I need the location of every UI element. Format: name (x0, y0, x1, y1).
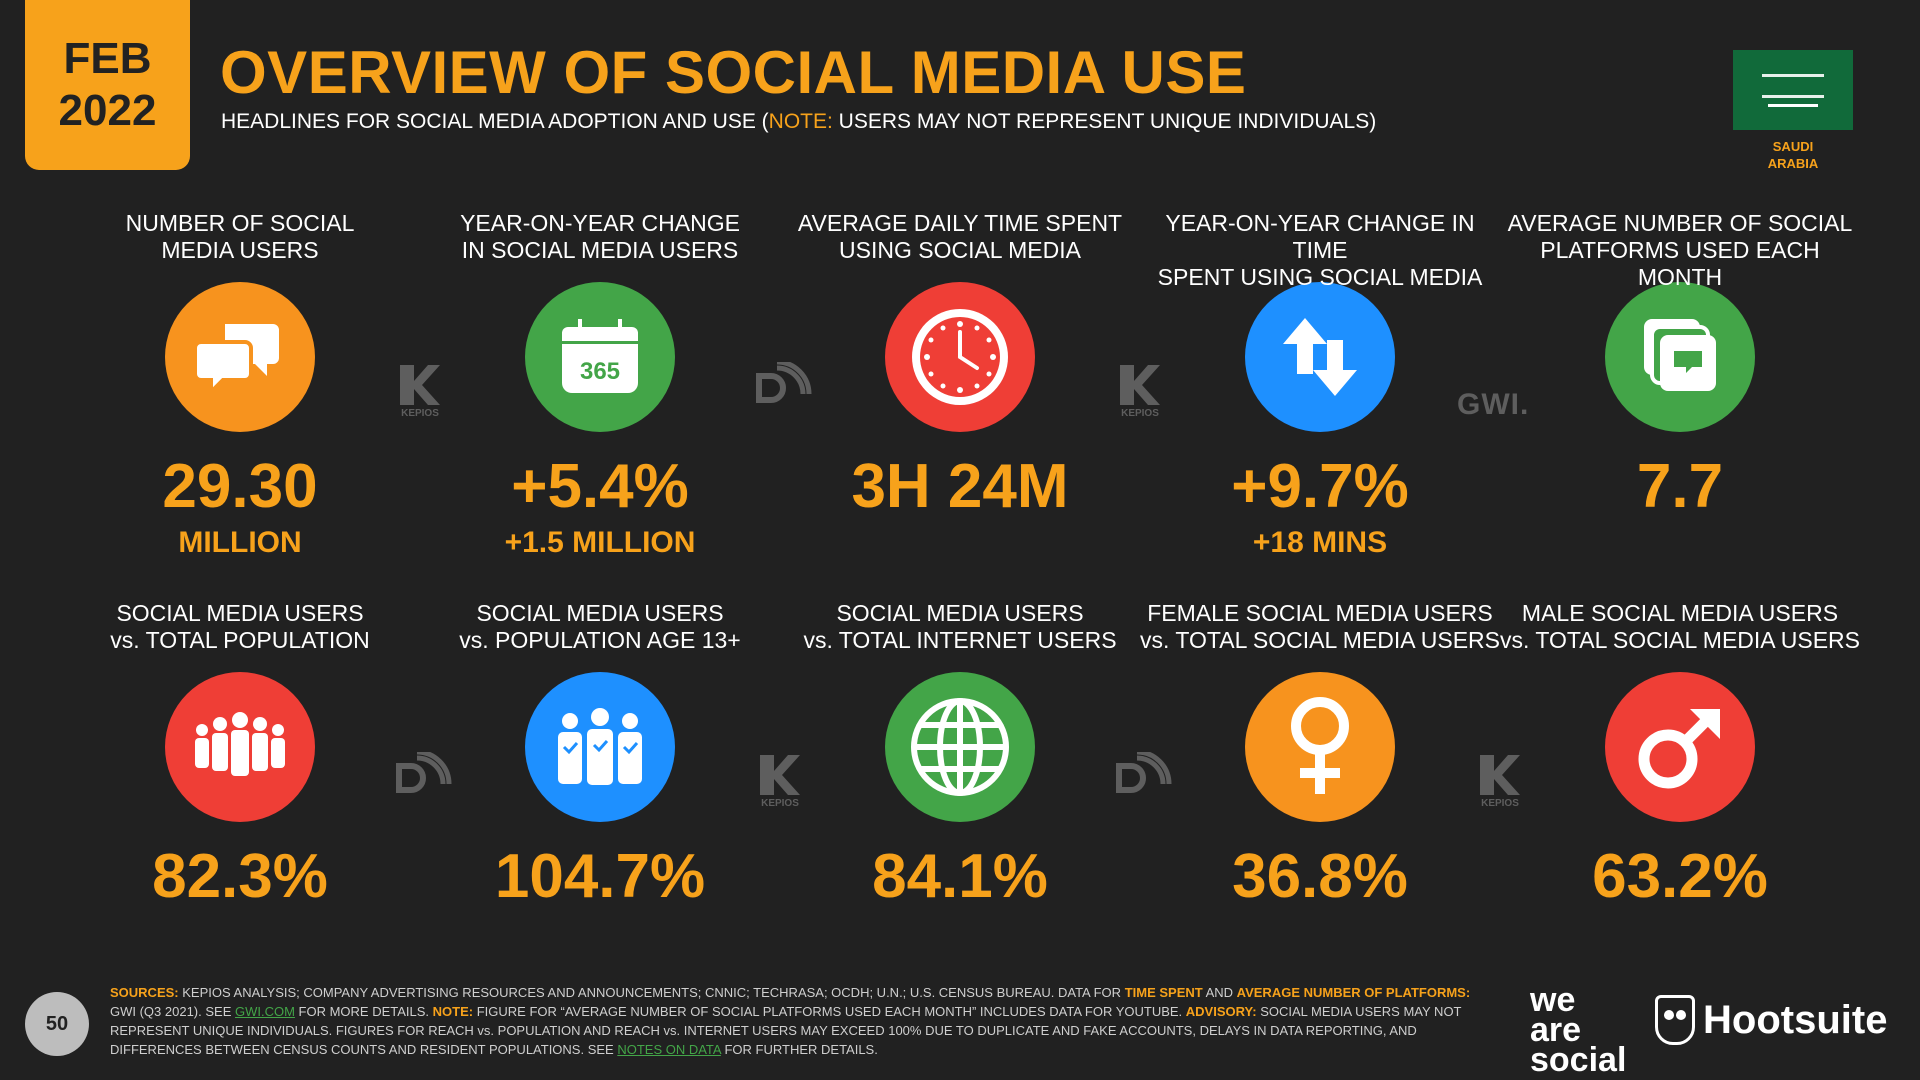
stat-label: SOCIAL MEDIA USERS vs. TOTAL POPULATION (110, 600, 370, 653)
stat-vs-population: SOCIAL MEDIA USERS vs. TOTAL POPULATION 8… (60, 600, 420, 910)
stat-vs-population-13: SOCIAL MEDIA USERS vs. POPULATION AGE 13+… (420, 600, 780, 910)
stat-value: 7.7 (1636, 452, 1724, 521)
gwi-logo: GWI. (1457, 388, 1530, 421)
owl-icon (1655, 995, 1695, 1045)
stat-label: YEAR-ON-YEAR CHANGE IN SOCIAL MEDIA USERS (460, 210, 740, 263)
stat-yoy-users: YEAR-ON-YEAR CHANGE IN SOCIAL MEDIA USERS… (420, 210, 780, 560)
stat-subvalue: +18 MINS (1252, 526, 1388, 559)
notes-on-data-link[interactable]: NOTES ON DATA (617, 1042, 721, 1057)
stat-label: SOCIAL MEDIA USERS vs. POPULATION AGE 13+ (459, 600, 741, 653)
stat-female-users: FEMALE SOCIAL MEDIA USERS vs. TOTAL SOCIA… (1140, 600, 1500, 910)
stat-label: YEAR-ON-YEAR CHANGE IN TIME SPENT USING S… (1157, 210, 1483, 290)
stat-subvalue: MILLION (178, 526, 302, 559)
datareportal-logo-icon (395, 752, 455, 802)
kepios-logo-icon: KEPIOS (395, 365, 445, 419)
stat-value: +5.4% (511, 452, 689, 521)
stat-label: AVERAGE NUMBER OF SOCIAL PLATFORMS USED E… (1507, 210, 1853, 290)
stat-label: AVERAGE DAILY TIME SPENT USING SOCIAL MED… (797, 210, 1123, 263)
kepios-logo-icon: KEPIOS (1115, 365, 1165, 419)
speech-bubbles-icon (165, 282, 315, 432)
stat-value: 63.2% (1592, 842, 1768, 911)
datareportal-logo-icon (1115, 752, 1175, 802)
stat-label: NUMBER OF SOCIAL MEDIA USERS (125, 210, 355, 263)
stat-label: FEMALE SOCIAL MEDIA USERS vs. TOTAL SOCIA… (1140, 600, 1501, 653)
date-year: 2022 (58, 86, 157, 135)
page-subtitle: HEADLINES FOR SOCIAL MEDIA ADOPTION AND … (221, 110, 1377, 133)
stat-value: 84.1% (872, 842, 1048, 911)
kepios-logo-icon: KEPIOS (1475, 755, 1525, 809)
calendar-365-icon: 365 (525, 282, 675, 432)
kepios-logo-icon: KEPIOS (755, 755, 805, 809)
female-symbol-icon (1245, 672, 1395, 822)
svg-text:365: 365 (580, 358, 620, 385)
page-number: 50 (25, 992, 89, 1056)
hootsuite-logo: Hootsuite (1655, 995, 1887, 1045)
stat-avg-platforms: AVERAGE NUMBER OF SOCIAL PLATFORMS USED E… (1500, 210, 1860, 520)
stat-value: 29.30 (162, 452, 318, 521)
stat-label: MALE SOCIAL MEDIA USERS vs. TOTAL SOCIAL … (1500, 600, 1861, 653)
gwi-link[interactable]: GWI.COM (235, 1004, 295, 1019)
globe-icon (885, 672, 1035, 822)
stat-value: 82.3% (152, 842, 328, 911)
stat-social-media-users: NUMBER OF SOCIAL MEDIA USERS 29.30 MILLIO… (60, 210, 420, 560)
stat-label: SOCIAL MEDIA USERS vs. TOTAL INTERNET USE… (803, 600, 1117, 653)
male-symbol-icon (1605, 672, 1755, 822)
up-down-arrows-icon (1245, 282, 1395, 432)
stat-subvalue: +1.5 MILLION (504, 526, 696, 559)
stacked-chat-icon (1605, 282, 1755, 432)
datareportal-logo-icon (755, 362, 815, 412)
we-are-social-logo: we are social (1530, 981, 1627, 1079)
stat-male-users: MALE SOCIAL MEDIA USERS vs. TOTAL SOCIAL … (1500, 600, 1860, 910)
crowd-icon (165, 672, 315, 822)
date-badge: FEB 2022 (25, 0, 190, 170)
clock-icon (885, 282, 1035, 432)
date-month: FEB (63, 34, 152, 83)
stat-value: +9.7% (1231, 452, 1409, 521)
page-title: OVERVIEW OF SOCIAL MEDIA USE (220, 39, 1247, 106)
footer-sources: SOURCES: KEPIOS ANALYSIS; COMPANY ADVERT… (110, 985, 1471, 1057)
stat-vs-internet: SOCIAL MEDIA USERS vs. TOTAL INTERNET USE… (780, 600, 1140, 910)
stat-value: 104.7% (494, 842, 706, 911)
country-label: SAUDI ARABIA (1767, 139, 1819, 171)
stat-value: 3H 24M (851, 452, 1069, 521)
stat-yoy-time: YEAR-ON-YEAR CHANGE IN TIME SPENT USING S… (1140, 210, 1500, 560)
stat-daily-time: AVERAGE DAILY TIME SPENT USING SOCIAL MED… (780, 210, 1140, 520)
stat-value: 36.8% (1232, 842, 1408, 911)
people-check-icon (525, 672, 675, 822)
saudi-flag-icon (1733, 50, 1853, 130)
